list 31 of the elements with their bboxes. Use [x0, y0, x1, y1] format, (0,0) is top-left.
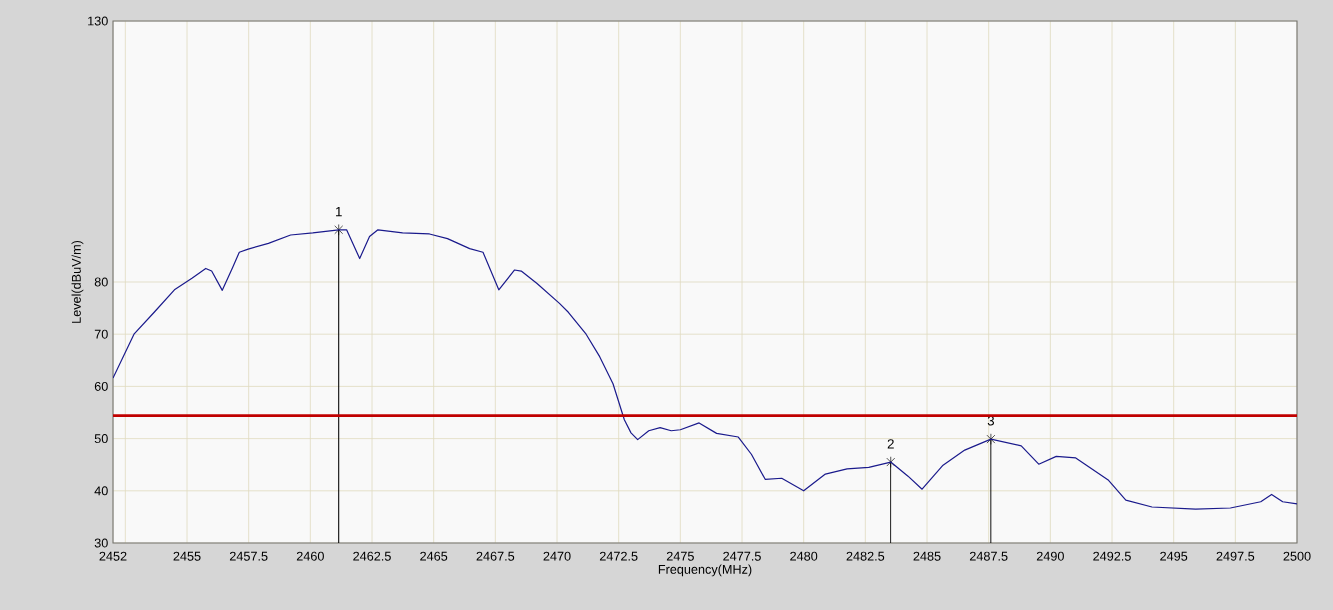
y-tick-label: 30: [94, 538, 108, 548]
y-tick-label: 80: [94, 277, 108, 287]
x-tick-label: 2497.5: [1216, 551, 1255, 561]
annotation: 2: [887, 439, 894, 449]
x-tick-label: 2470: [543, 551, 571, 561]
y-tick-label: 40: [94, 486, 108, 496]
x-tick-label: 2490: [1036, 551, 1064, 561]
x-tick-label: 2485: [913, 551, 941, 561]
y-tick-label: 60: [94, 381, 108, 391]
x-tick-label: 2472.5: [599, 551, 638, 561]
x-tick-label: 2460: [296, 551, 324, 561]
x-tick-label: 2500: [1283, 551, 1311, 561]
x-tick-label: 2452: [99, 551, 127, 561]
x-tick-label: 2482.5: [846, 551, 885, 561]
x-tick-label: 2465: [420, 551, 448, 561]
y-axis-title: Level(dBuV/m): [71, 240, 84, 323]
x-tick-label: 2462.5: [353, 551, 391, 561]
y-tick-label: 70: [94, 329, 108, 339]
x-tick-label: 2475: [666, 551, 694, 561]
x-tick-label: 2480: [790, 551, 818, 561]
x-tick-label: 2455: [173, 551, 201, 561]
x-tick-label: 2477.5: [723, 551, 761, 561]
x-tick-label: 2457.5: [229, 551, 268, 561]
x-tick-label: 2492.5: [1093, 551, 1131, 561]
x-tick-label: 2467.5: [476, 551, 515, 561]
x-tick-label: 2495: [1160, 551, 1188, 561]
annotation: 1: [336, 207, 342, 217]
x-axis-title: Frequency(MHz): [658, 564, 752, 577]
x-tick-label: 2487.5: [969, 551, 1008, 561]
y-tick-label: 50: [94, 434, 108, 444]
y-tick-label: 130: [88, 16, 108, 26]
